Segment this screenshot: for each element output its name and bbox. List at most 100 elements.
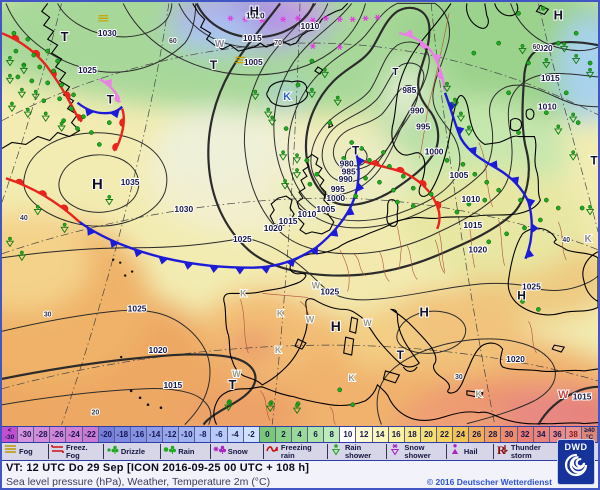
rain-symbol [516, 11, 521, 16]
temp-scale-cell: 36 [549, 427, 566, 442]
rain-symbol [496, 40, 502, 46]
rain-symbol [544, 110, 549, 116]
rain-symbol [363, 175, 368, 181]
pressure-label: 990 [410, 106, 424, 116]
snow-symbol [336, 44, 343, 50]
freezing-rain-icon [266, 443, 279, 461]
pressure-label: 1025 [233, 234, 252, 244]
warm-front-marker [38, 190, 47, 197]
pressure-label: 1010 [298, 209, 317, 219]
surface-analysis-map: 1030102510201015101010051035103010259809… [2, 2, 598, 426]
pressure-label: 985 [402, 85, 416, 95]
legend-label: Snow shower [404, 442, 431, 460]
shower-symbol [105, 195, 114, 206]
snow-symbol [362, 15, 369, 22]
shower-symbol [320, 67, 330, 79]
shower-symbol [464, 125, 474, 136]
weather-symbols [5, 6, 595, 415]
temp-scale-cell: -28 [34, 427, 51, 442]
warm-front-marker [370, 160, 380, 166]
grid-label: 20 [92, 410, 100, 417]
rain-symbol [353, 193, 358, 199]
cold-front-marker [133, 249, 144, 258]
rain-symbol [391, 187, 396, 193]
cold-front-marker [158, 256, 169, 265]
shower-symbol [265, 401, 275, 413]
pressure-label: 1020 [506, 354, 525, 364]
thunderstorm-icon: R [496, 443, 509, 461]
snow-symbol [336, 16, 343, 23]
pressure-label: 1030 [98, 28, 117, 38]
temp-scale-cell: 0 [259, 427, 276, 442]
temp-scale-cell: 6 [308, 427, 325, 442]
warm-front-marker [435, 200, 442, 210]
temp-scale-cell: -30 [18, 427, 35, 442]
temp-scale-cell: ≥40 °C [581, 427, 598, 442]
cold-front-marker [87, 227, 96, 236]
legend-label: Freezing rain [280, 442, 312, 460]
shower-symbol [568, 112, 578, 124]
high-center-label: H [554, 7, 563, 22]
rain-symbol [25, 36, 31, 42]
snow-symbol [322, 15, 329, 22]
cold-front-marker [183, 262, 194, 270]
pressure-label: 990 [339, 174, 353, 184]
legend-separator [326, 444, 328, 459]
map-description: Sea level pressure (hPa), Weather, Tempe… [6, 476, 271, 488]
country-borders [240, 13, 567, 425]
rain-symbol [89, 130, 94, 135]
pressure-label: 980 [340, 158, 354, 168]
warm-front-marker [112, 143, 119, 152]
temp-scale-cell: 38 [565, 427, 582, 442]
rain-symbol [377, 179, 382, 185]
temperature-scale: < -30 -30 -28 -26 -24 -22 -20 -18 -16 -14 -12 -10 -8-… [2, 426, 598, 442]
legend-label: Drizzle [120, 446, 146, 456]
legend-separator [386, 444, 388, 459]
temp-scale-cell: 2 [275, 427, 292, 442]
shower-symbol [278, 150, 288, 161]
temp-scale-cell: -14 [146, 427, 164, 442]
shower-symbol [280, 179, 290, 190]
legend-item-rain: Rain [161, 443, 209, 460]
rain-symbol [504, 231, 509, 237]
low-center-label: W [312, 280, 321, 290]
rain-symbol [400, 173, 406, 179]
cold-front-marker [356, 182, 365, 192]
temp-scale-cell: -18 [114, 427, 131, 442]
low-center-label: W [558, 389, 569, 401]
temp-scale-cell: -8 [195, 427, 212, 442]
temp-scale-cell: 12 [356, 427, 373, 442]
shower-symbol [307, 87, 317, 99]
rain-symbol [75, 126, 80, 131]
shower-symbol [41, 111, 50, 123]
pressure-label: 1020 [149, 345, 168, 355]
shower-symbol [333, 95, 342, 107]
drizzle-icon [106, 443, 119, 461]
rain-symbol [71, 92, 76, 98]
grid-label: 30 [455, 374, 463, 381]
pressure-label: 1015 [573, 392, 592, 402]
high-center-label: H [92, 177, 103, 193]
low-center-label: T [590, 153, 598, 167]
rain-symbol [367, 158, 372, 163]
rain-symbol [526, 60, 531, 66]
shower-symbol [542, 57, 551, 69]
shower-symbol [7, 101, 17, 113]
pressure-label: 1025 [78, 65, 97, 75]
rain-symbol [309, 58, 315, 64]
temp-scale-cell: 26 [469, 427, 486, 442]
shower-symbol [571, 53, 581, 65]
shower-symbol [224, 400, 233, 412]
pressure-label: 1010 [301, 21, 320, 31]
pressure-label: 1005 [316, 204, 335, 214]
temp-scale-cell: -22 [82, 427, 99, 442]
rain-symbol [45, 48, 51, 54]
rain-symbol [283, 126, 289, 131]
shower-symbol [560, 42, 569, 53]
low-center-label: K [348, 373, 355, 383]
legend-label: Hail [463, 446, 478, 456]
rain-symbol [307, 181, 313, 187]
shower-symbol [264, 107, 273, 119]
snow-symbol [242, 16, 249, 23]
